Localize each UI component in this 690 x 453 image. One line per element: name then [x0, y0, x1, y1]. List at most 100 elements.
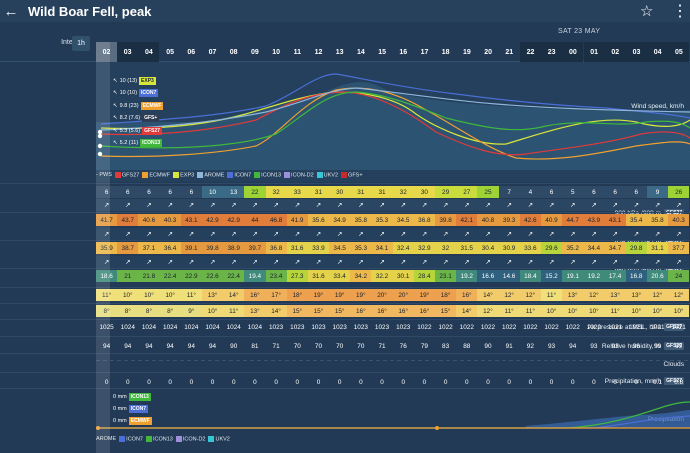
legend-item-gfs-[interactable]: GFS+ [341, 171, 363, 178]
cell-p925: 35.2 [562, 242, 584, 254]
legend-item-icon7[interactable]: ICON7 [227, 171, 251, 178]
model-tag: GFS+ [142, 114, 160, 123]
row-air: 11° 10° 10° 10° 11° 13° 14° 16° 17° 18° 19° 19° 19° 2… [96, 289, 690, 301]
wind-direction-arrow-icon: ↗ [413, 256, 435, 268]
hour-14: 14 [356, 48, 365, 56]
cell-arrows: ↗ [265, 199, 287, 211]
cell-air: 14° [223, 289, 245, 301]
cell-p900: 40.6 [138, 214, 160, 226]
cell-precip: 0 [359, 378, 363, 386]
wind-series-line-4 [100, 91, 690, 149]
cell-air: 12° [583, 289, 605, 301]
legend-item-ecmwf[interactable]: ECMWF [142, 171, 170, 178]
legend-item-arome[interactable]: AROME [96, 436, 117, 442]
cell-arrows: ↗ [286, 199, 308, 211]
legend-item-arome[interactable]: AROME [197, 171, 224, 178]
legend-swatch [119, 435, 126, 442]
legend-item-icon-d2[interactable]: ICON-D2 [175, 435, 205, 442]
wind-direction-arrow-icon: ↗ [519, 256, 541, 268]
cell-feels: 10° [201, 305, 224, 317]
model-tag: ECMWF [128, 417, 152, 425]
wind-direction-arrow-icon: ↗ [498, 256, 520, 268]
cell-precip: 0.8 [674, 378, 684, 386]
cell-p925: 38.9 [223, 242, 245, 254]
legend-swatch [316, 171, 323, 178]
cell-p950: 19.2 [583, 270, 605, 282]
wind-speed-label: Wind speed, km/h [631, 102, 684, 110]
cell-feels: 13° [244, 305, 266, 317]
legend-item-ukv2[interactable]: UKV2 [316, 171, 338, 178]
more-menu-icon[interactable]: ⋮ [672, 3, 688, 20]
hour-09: 09 [250, 48, 259, 56]
legend-item-gfs27[interactable]: GFS27 [114, 171, 139, 178]
model-badge[interactable]: GFS27 [664, 342, 684, 350]
cell-precip: 0 [168, 378, 172, 386]
legend-item-icon13[interactable]: ICON13 [145, 435, 173, 442]
cell-air: 10° [159, 289, 181, 301]
page-title: Wild Boar Fell, peak [28, 3, 152, 19]
cell-arrows: ↗ [413, 199, 435, 211]
legend-item-icon13[interactable]: ICON13 [254, 171, 281, 178]
cell-p925: 39.8 [201, 242, 224, 254]
wind-direction-arrow-icon: ↗ [265, 228, 287, 240]
row-label-pressure: Air pressure at MSL, hPa GFS27 [587, 323, 684, 331]
cell-p950: 18.4 [519, 270, 541, 282]
cell-precip: 0 [295, 378, 300, 386]
cell-arrows: ↗ [519, 199, 541, 211]
legend-item-icon7[interactable]: ICON7 [119, 435, 143, 442]
cell-humidity: 99 [675, 342, 683, 350]
cell-humidity: 70 [357, 342, 365, 350]
cell-pressure: 1023 [396, 323, 411, 331]
cell-arrows: ↗ [392, 199, 414, 211]
legend-swatch [114, 171, 121, 178]
cell-humidity: 94 [208, 342, 217, 350]
cell-p900: 42.9 [201, 214, 224, 226]
wind-direction-arrow-icon: ↗ [477, 228, 499, 240]
cell-feels: 11° [604, 305, 626, 317]
hour-06: 06 [187, 48, 196, 56]
model-badge[interactable]: GFS27 [664, 209, 684, 217]
cell-air: 10° [138, 289, 160, 301]
legend-swatch [284, 171, 291, 178]
cell-arrows: ↗ [604, 199, 626, 211]
wind-direction-arrow-icon: ↗ [435, 228, 457, 240]
hour-header: Interval: 1h SAT 23 MAY 0203040506070809… [0, 22, 690, 62]
row-pressure: 1025 1024 1024 1024 1024 1024 1024 1024 1023 1023… [96, 321, 690, 333]
cell-p950: 21.8 [138, 270, 160, 282]
hour-row: 02 03 04 05 06 07 08 09 10 11 12 13 14 15 16 17 18 19 20 21… [0, 42, 690, 62]
cell-air: 19° [413, 289, 435, 301]
cell-p900: 34.5 [392, 214, 414, 226]
cell-arrows: ↗ [201, 199, 224, 211]
cell-feels: 8° [138, 305, 160, 317]
favorite-star-icon[interactable]: ☆ [640, 3, 654, 20]
model-badge[interactable]: GFS27 [664, 323, 684, 331]
cell-gusts: 27 [456, 186, 478, 198]
wind-direction-arrow-icon: ↗ [456, 228, 478, 240]
cell-p950: 33.4 [329, 270, 351, 282]
interval-button[interactable]: 1h [72, 36, 90, 51]
cell-p925: 34.5 [329, 242, 351, 254]
legend-item--pws[interactable]: - PWS [96, 172, 112, 178]
cell-feels: 16° [350, 305, 372, 317]
cell-air: 20° [371, 289, 393, 301]
back-arrow-icon[interactable]: ← [3, 2, 19, 20]
cell-gusts: 7 [498, 186, 520, 198]
legend-item-ukv2[interactable]: UKV2 [208, 435, 230, 442]
cell-pressure: 1021 [671, 323, 686, 331]
legend-item-icon-d2[interactable]: ICON-D2 [284, 171, 314, 178]
wind-model-value: 9.8 (23) [119, 102, 139, 109]
wind-direction-arrow-icon: ↗ [456, 256, 478, 268]
cell-feels: 15° [307, 305, 330, 317]
cell-arrows: ↗ [159, 199, 181, 211]
cell-feels: 10° [562, 305, 584, 317]
wind-start-dot [97, 133, 103, 139]
model-tag: ICON7 [139, 89, 159, 98]
model-badge[interactable]: GFS27 [664, 377, 684, 385]
row-gusts: 6 6 6 6 6 10 13 22 32 33 31 30 31 31 32 30 29 27 25 7 4 6 5 6 6 6… [96, 186, 690, 198]
wind-direction-arrow-icon: ↗ [223, 228, 245, 240]
model-tag: ECMWF [140, 101, 164, 110]
legend-item-exp3[interactable]: EXP3 [173, 171, 194, 178]
day-label: SAT 23 MAY [558, 28, 601, 35]
cell-pressure: 1024 [163, 323, 178, 331]
cell-gusts: 6 [540, 186, 563, 198]
